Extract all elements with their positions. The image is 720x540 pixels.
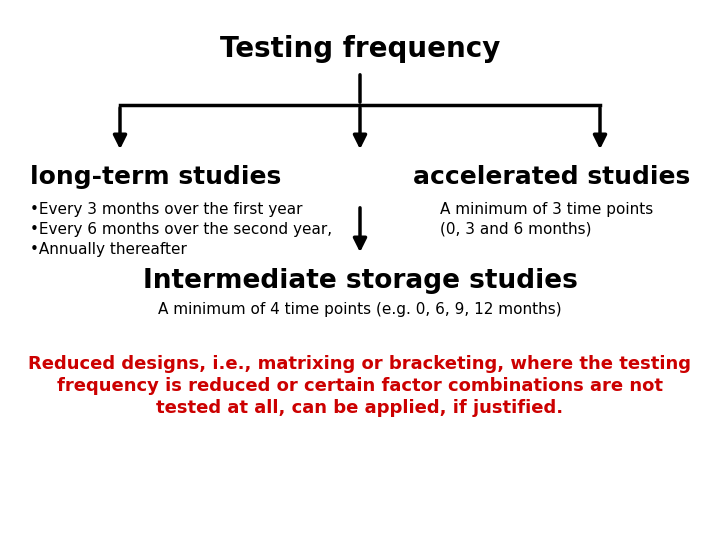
Text: A minimum of 4 time points (e.g. 0, 6, 9, 12 months): A minimum of 4 time points (e.g. 0, 6, 9… [158,302,562,317]
Text: tested at all, can be applied, if justified.: tested at all, can be applied, if justif… [156,399,564,417]
Text: long-term studies: long-term studies [30,165,282,189]
Text: •Every 3 months over the first year: •Every 3 months over the first year [30,202,302,217]
Text: accelerated studies: accelerated studies [413,165,690,189]
Text: Testing frequency: Testing frequency [220,35,500,63]
Text: frequency is reduced or certain factor combinations are not: frequency is reduced or certain factor c… [57,377,663,395]
Text: Intermediate storage studies: Intermediate storage studies [143,268,577,294]
Text: Reduced designs, i.e., matrixing or bracketing, where the testing: Reduced designs, i.e., matrixing or brac… [29,355,691,373]
Text: •Annually thereafter: •Annually thereafter [30,242,187,257]
Text: A minimum of 3 time points: A minimum of 3 time points [440,202,653,217]
Text: (0, 3 and 6 months): (0, 3 and 6 months) [440,222,592,237]
Text: •Every 6 months over the second year,: •Every 6 months over the second year, [30,222,332,237]
